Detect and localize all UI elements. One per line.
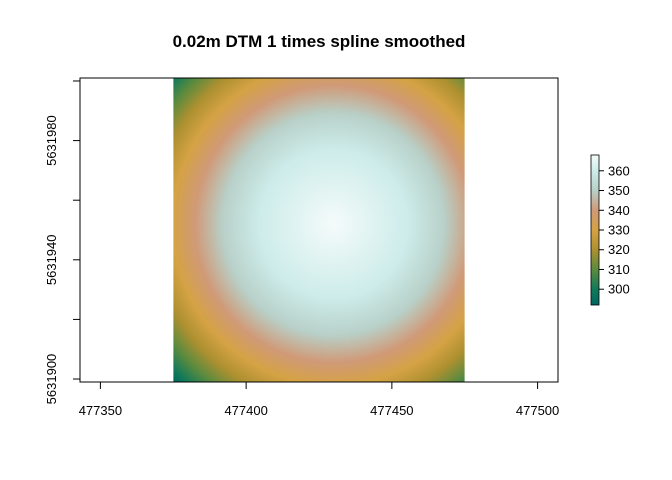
y-tick-label: 5631980 bbox=[44, 115, 59, 166]
colorbar-legend: 300 310 320 330 340 350 360 bbox=[590, 154, 630, 306]
y-tick-label: 5631900 bbox=[44, 354, 59, 405]
colorbar-tick-label: 360 bbox=[608, 163, 630, 178]
y-tick-label: 5631940 bbox=[44, 234, 59, 285]
chart-title: 0.02m DTM 1 times spline smoothed bbox=[173, 32, 466, 51]
colorbar-tick-label: 340 bbox=[608, 203, 630, 218]
x-tick-label: 477400 bbox=[224, 403, 267, 418]
colorbar-tick-label: 330 bbox=[608, 223, 630, 238]
colorbar-tick-label: 320 bbox=[608, 242, 630, 257]
colorbar-tick-label: 300 bbox=[608, 282, 630, 297]
colorbar-tick-label: 310 bbox=[608, 262, 630, 277]
x-tick-label: 477500 bbox=[516, 403, 559, 418]
x-axis: 477350 477400 477450 477500 bbox=[79, 381, 559, 418]
y-axis: 5631900 5631940 5631980 bbox=[44, 80, 81, 405]
raster-layer bbox=[173, 78, 465, 382]
dtm-raster bbox=[173, 78, 465, 382]
x-tick-label: 477350 bbox=[79, 403, 122, 418]
x-tick-label: 477450 bbox=[370, 403, 413, 418]
colorbar bbox=[591, 155, 599, 305]
colorbar-tick-label: 350 bbox=[608, 183, 630, 198]
